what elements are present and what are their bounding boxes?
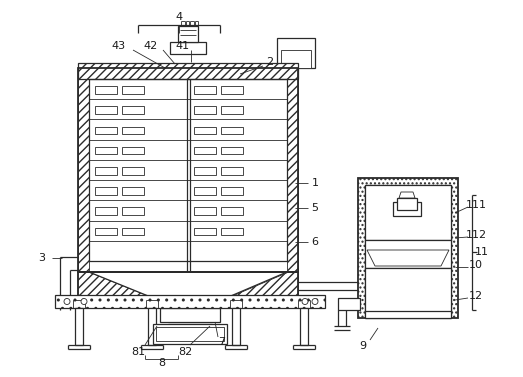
Bar bbox=[365, 240, 451, 268]
Text: 4: 4 bbox=[175, 12, 183, 22]
Bar bbox=[55, 295, 325, 308]
Bar bbox=[122, 187, 144, 195]
Text: 81: 81 bbox=[131, 347, 145, 357]
Bar bbox=[122, 106, 144, 114]
Bar bbox=[393, 202, 421, 216]
Bar bbox=[281, 50, 311, 68]
Bar bbox=[122, 86, 144, 94]
Text: 1: 1 bbox=[312, 178, 319, 188]
Bar bbox=[194, 127, 216, 134]
Bar bbox=[148, 308, 156, 345]
Bar bbox=[194, 228, 216, 235]
Circle shape bbox=[81, 299, 87, 305]
Bar bbox=[194, 207, 216, 215]
Bar bbox=[95, 228, 117, 235]
Text: 5: 5 bbox=[312, 203, 319, 213]
Text: 41: 41 bbox=[176, 41, 190, 51]
Bar bbox=[365, 185, 451, 311]
Bar bbox=[397, 198, 417, 210]
Text: 82: 82 bbox=[178, 347, 192, 357]
Text: 8: 8 bbox=[158, 358, 166, 368]
Circle shape bbox=[312, 299, 318, 305]
Bar bbox=[300, 308, 308, 345]
Bar bbox=[221, 228, 243, 235]
Text: 9: 9 bbox=[359, 341, 367, 351]
Circle shape bbox=[64, 299, 70, 305]
Bar bbox=[194, 147, 216, 155]
Bar bbox=[122, 147, 144, 155]
Circle shape bbox=[302, 299, 308, 305]
Bar bbox=[221, 167, 243, 175]
Bar bbox=[95, 86, 117, 94]
Bar bbox=[95, 167, 117, 175]
Polygon shape bbox=[89, 272, 287, 304]
Bar bbox=[122, 228, 144, 235]
Bar bbox=[95, 106, 117, 114]
Bar bbox=[75, 308, 83, 345]
Text: 6: 6 bbox=[312, 237, 319, 247]
Bar bbox=[178, 26, 198, 42]
Bar bbox=[194, 187, 216, 195]
Text: 3: 3 bbox=[39, 253, 46, 263]
Bar bbox=[365, 268, 451, 318]
Polygon shape bbox=[399, 192, 415, 198]
Bar bbox=[78, 68, 298, 272]
Polygon shape bbox=[367, 250, 449, 266]
Bar bbox=[221, 86, 243, 94]
Bar bbox=[156, 327, 224, 341]
Polygon shape bbox=[287, 68, 298, 272]
Bar bbox=[122, 127, 144, 134]
Bar bbox=[95, 207, 117, 215]
Bar bbox=[221, 147, 243, 155]
Bar bbox=[168, 304, 212, 322]
Text: 112: 112 bbox=[465, 230, 486, 240]
Bar bbox=[358, 178, 458, 318]
Bar bbox=[221, 127, 243, 134]
Text: 2: 2 bbox=[266, 57, 274, 67]
Bar bbox=[221, 106, 243, 114]
Bar bbox=[194, 106, 216, 114]
Bar bbox=[153, 324, 227, 344]
Bar bbox=[365, 311, 451, 318]
Bar bbox=[221, 187, 243, 195]
Bar bbox=[194, 167, 216, 175]
Bar bbox=[95, 127, 117, 134]
Bar bbox=[95, 147, 117, 155]
Bar bbox=[194, 86, 216, 94]
Text: 43: 43 bbox=[111, 41, 125, 51]
Bar bbox=[160, 308, 220, 322]
Text: 12: 12 bbox=[469, 291, 483, 301]
Text: 10: 10 bbox=[469, 260, 483, 270]
Bar bbox=[365, 185, 451, 240]
Bar bbox=[95, 187, 117, 195]
Bar bbox=[232, 308, 240, 345]
Text: 7: 7 bbox=[219, 337, 225, 347]
Polygon shape bbox=[78, 272, 168, 304]
Text: 42: 42 bbox=[144, 41, 158, 51]
Bar bbox=[122, 167, 144, 175]
Bar bbox=[122, 207, 144, 215]
Polygon shape bbox=[212, 272, 298, 304]
Bar bbox=[89, 79, 287, 261]
Polygon shape bbox=[78, 68, 298, 79]
Bar bbox=[221, 207, 243, 215]
Polygon shape bbox=[78, 68, 89, 272]
Text: 111: 111 bbox=[465, 200, 486, 210]
Bar bbox=[170, 42, 206, 54]
Text: 11: 11 bbox=[475, 247, 489, 257]
Bar bbox=[277, 38, 315, 68]
Bar bbox=[338, 298, 360, 310]
Bar bbox=[78, 63, 298, 79]
